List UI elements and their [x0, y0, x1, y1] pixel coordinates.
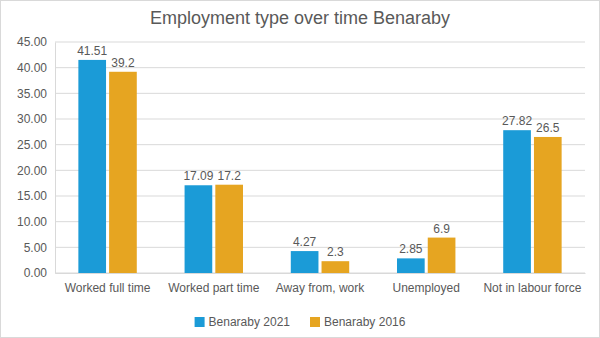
- y-tick-label: 10.00: [17, 215, 47, 229]
- x-tick: Worked full time: [65, 273, 151, 295]
- bar: [534, 137, 562, 273]
- y-tick: 15.00: [17, 189, 55, 203]
- y-tick: 45.00: [17, 35, 55, 49]
- chart: Employment type over time Benaraby 0.00 5.…: [0, 0, 600, 338]
- y-tick: 40.00: [17, 61, 55, 75]
- legend-swatch: [195, 317, 205, 327]
- x-tick-label: Not in labour force: [483, 281, 581, 295]
- y-tick-label: 45.00: [17, 35, 47, 49]
- data-labels: 41.51 17.09 4.27 2.85 27.82 39.2 17.2 2.3 6.9 26.…: [77, 44, 560, 259]
- data-label: 4.27: [293, 235, 317, 249]
- grid: [55, 42, 585, 273]
- data-label: 17.2: [217, 169, 241, 183]
- y-tick: 0.00: [24, 266, 55, 280]
- legend-label: Benaraby 2016: [324, 315, 406, 329]
- bar: [215, 185, 243, 273]
- x-tick-label: Worked full time: [65, 281, 151, 295]
- y-tick-label: 35.00: [17, 87, 47, 101]
- legend-item: Benaraby 2021: [195, 315, 291, 329]
- bar: [397, 258, 425, 273]
- data-label: 41.51: [77, 44, 107, 58]
- chart-frame: [1, 1, 600, 338]
- y-tick-label: 25.00: [17, 138, 47, 152]
- bar: [291, 251, 319, 273]
- legend-item: Benaraby 2016: [310, 315, 406, 329]
- bar: [428, 238, 456, 273]
- y-tick-label: 30.00: [17, 112, 47, 126]
- y-tick: 30.00: [17, 112, 55, 126]
- bars: [78, 60, 561, 273]
- y-tick-label: 0.00: [24, 266, 48, 280]
- y-tick-label: 20.00: [17, 164, 47, 178]
- data-label: 27.82: [502, 114, 532, 128]
- data-label: 26.5: [536, 121, 560, 135]
- data-label: 2.3: [327, 245, 344, 259]
- data-label: 17.09: [183, 169, 213, 183]
- x-tick: Worked part time: [168, 273, 259, 295]
- x-axis: Worked full time Worked part time Away fro…: [56, 273, 586, 295]
- x-tick: Unemployed: [393, 273, 460, 295]
- x-tick-label: Away from, work: [276, 281, 365, 295]
- y-tick: 35.00: [17, 87, 55, 101]
- x-tick-label: Unemployed: [393, 281, 460, 295]
- y-tick-label: 40.00: [17, 61, 47, 75]
- grid-line: [55, 42, 585, 43]
- y-tick: 25.00: [17, 138, 55, 152]
- x-tick: Not in labour force: [483, 273, 581, 295]
- legend: Benaraby 2021 Benaraby 2016: [195, 315, 406, 329]
- y-axis-line: [55, 43, 56, 274]
- y-tick: 5.00: [24, 241, 55, 255]
- bar: [109, 72, 137, 273]
- x-tick-label: Worked part time: [168, 281, 259, 295]
- bar: [78, 60, 106, 273]
- legend-label: Benaraby 2021: [209, 315, 291, 329]
- legend-swatch: [310, 317, 320, 327]
- y-tick-label: 15.00: [17, 189, 47, 203]
- y-tick-label: 5.00: [24, 241, 48, 255]
- bar: [322, 261, 350, 273]
- data-label: 39.2: [111, 56, 135, 70]
- y-tick: 10.00: [17, 215, 55, 229]
- chart-title: Employment type over time Benaraby: [150, 8, 450, 28]
- data-label: 6.9: [433, 222, 450, 236]
- bar: [503, 130, 531, 273]
- y-tick: 20.00: [17, 164, 55, 178]
- x-tick: Away from, work: [276, 273, 365, 295]
- y-axis: 0.00 5.00 10.00 15.00 20.00 25.00 30.00 35.00 40…: [17, 35, 56, 280]
- data-label: 2.85: [399, 242, 423, 256]
- x-axis-line: [56, 273, 586, 274]
- bar: [185, 185, 213, 273]
